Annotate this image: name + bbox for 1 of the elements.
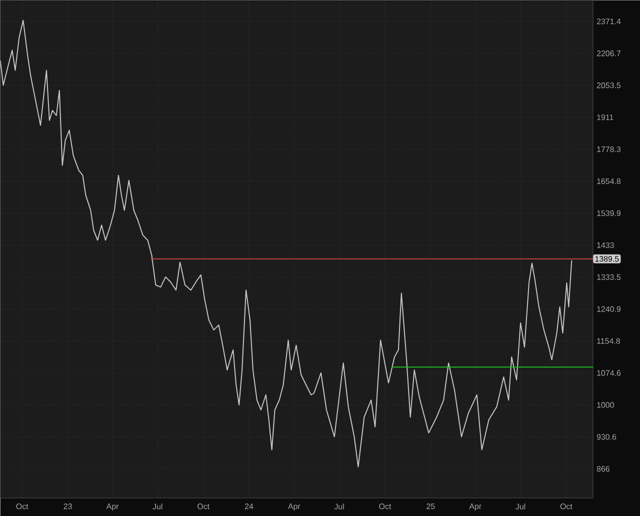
line-series <box>0 20 572 468</box>
